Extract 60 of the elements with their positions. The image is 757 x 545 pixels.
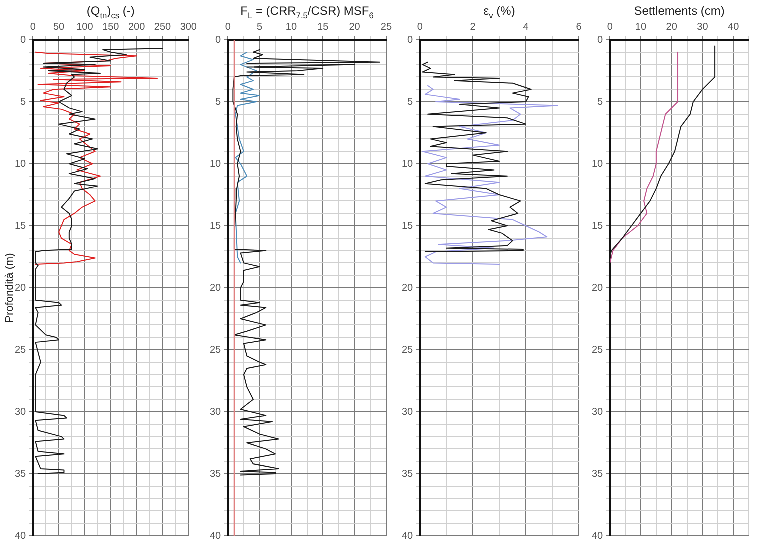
x-tick-label: 250 [154,22,172,33]
x-tick-label: 2 [470,22,476,33]
y-tick-label: 20 [15,282,27,294]
x-tick-label: 0 [225,22,232,33]
y-tick-label: 10 [402,158,414,170]
y-tick-label: 40 [402,530,414,542]
x-tick-label: 30 [697,22,709,33]
y-axis-title: Profondità (m) [4,253,16,323]
x-axis-title: Settlements (cm) [634,4,725,18]
y-tick-label: 0 [20,34,27,46]
y-tick-label: 30 [402,406,414,418]
x-tick-label: 5 [257,22,264,33]
y-tick-label: 25 [402,344,414,356]
y-tick-label: 35 [15,468,27,480]
y-tick-label: 5 [20,96,27,108]
x-tick-label: 50 [53,22,66,33]
y-tick-label: 15 [402,220,414,232]
x-tick-label: 0 [417,22,424,33]
x-tick-label: 300 [180,22,198,33]
y-tick-label: 40 [15,530,27,542]
y-tick-label: 0 [216,34,222,46]
x-tick-label: 10 [286,22,298,33]
x-tick-label: 20 [349,22,361,33]
y-tick-label: 35 [210,468,222,480]
y-tick-label: 15 [210,220,222,232]
y-tick-label: 40 [210,530,222,542]
y-tick-label: 30 [15,406,27,418]
x-tick-label: 20 [666,22,678,33]
y-tick-label: 5 [216,96,222,108]
x-tick-label: 25 [380,22,392,33]
x-tick-label: 6 [576,22,582,33]
y-tick-label: 25 [15,344,27,356]
x-tick-label: 200 [128,22,146,33]
x-tick-label: 10 [635,22,647,33]
y-tick-label: 5 [598,96,604,108]
x-tick-label: 0 [607,22,614,33]
y-tick-label: 30 [210,406,222,418]
y-tick-label: 35 [402,468,414,480]
y-tick-label: 15 [592,220,604,232]
x-tick-label: 100 [76,22,94,33]
y-tick-label: 5 [408,96,414,108]
y-tick-label: 15 [15,220,27,232]
y-tick-label: 25 [592,344,604,356]
y-tick-label: 35 [592,468,604,480]
y-tick-label: 10 [15,158,27,170]
y-tick-label: 20 [592,282,604,294]
y-tick-label: 10 [210,158,222,170]
y-tick-label: 20 [210,282,222,294]
y-tick-label: 20 [402,282,414,294]
y-tick-label: 10 [592,158,604,170]
y-tick-label: 0 [598,34,604,46]
y-tick-label: 0 [408,34,414,46]
x-tick-label: 150 [102,22,120,33]
x-tick-label: 15 [318,22,330,33]
y-tick-label: 30 [592,406,604,418]
y-tick-label: 40 [592,530,604,542]
x-tick-label: 40 [728,22,740,33]
x-tick-label: 0 [30,22,36,33]
x-tick-label: 4 [523,22,530,33]
y-tick-label: 25 [210,344,222,356]
